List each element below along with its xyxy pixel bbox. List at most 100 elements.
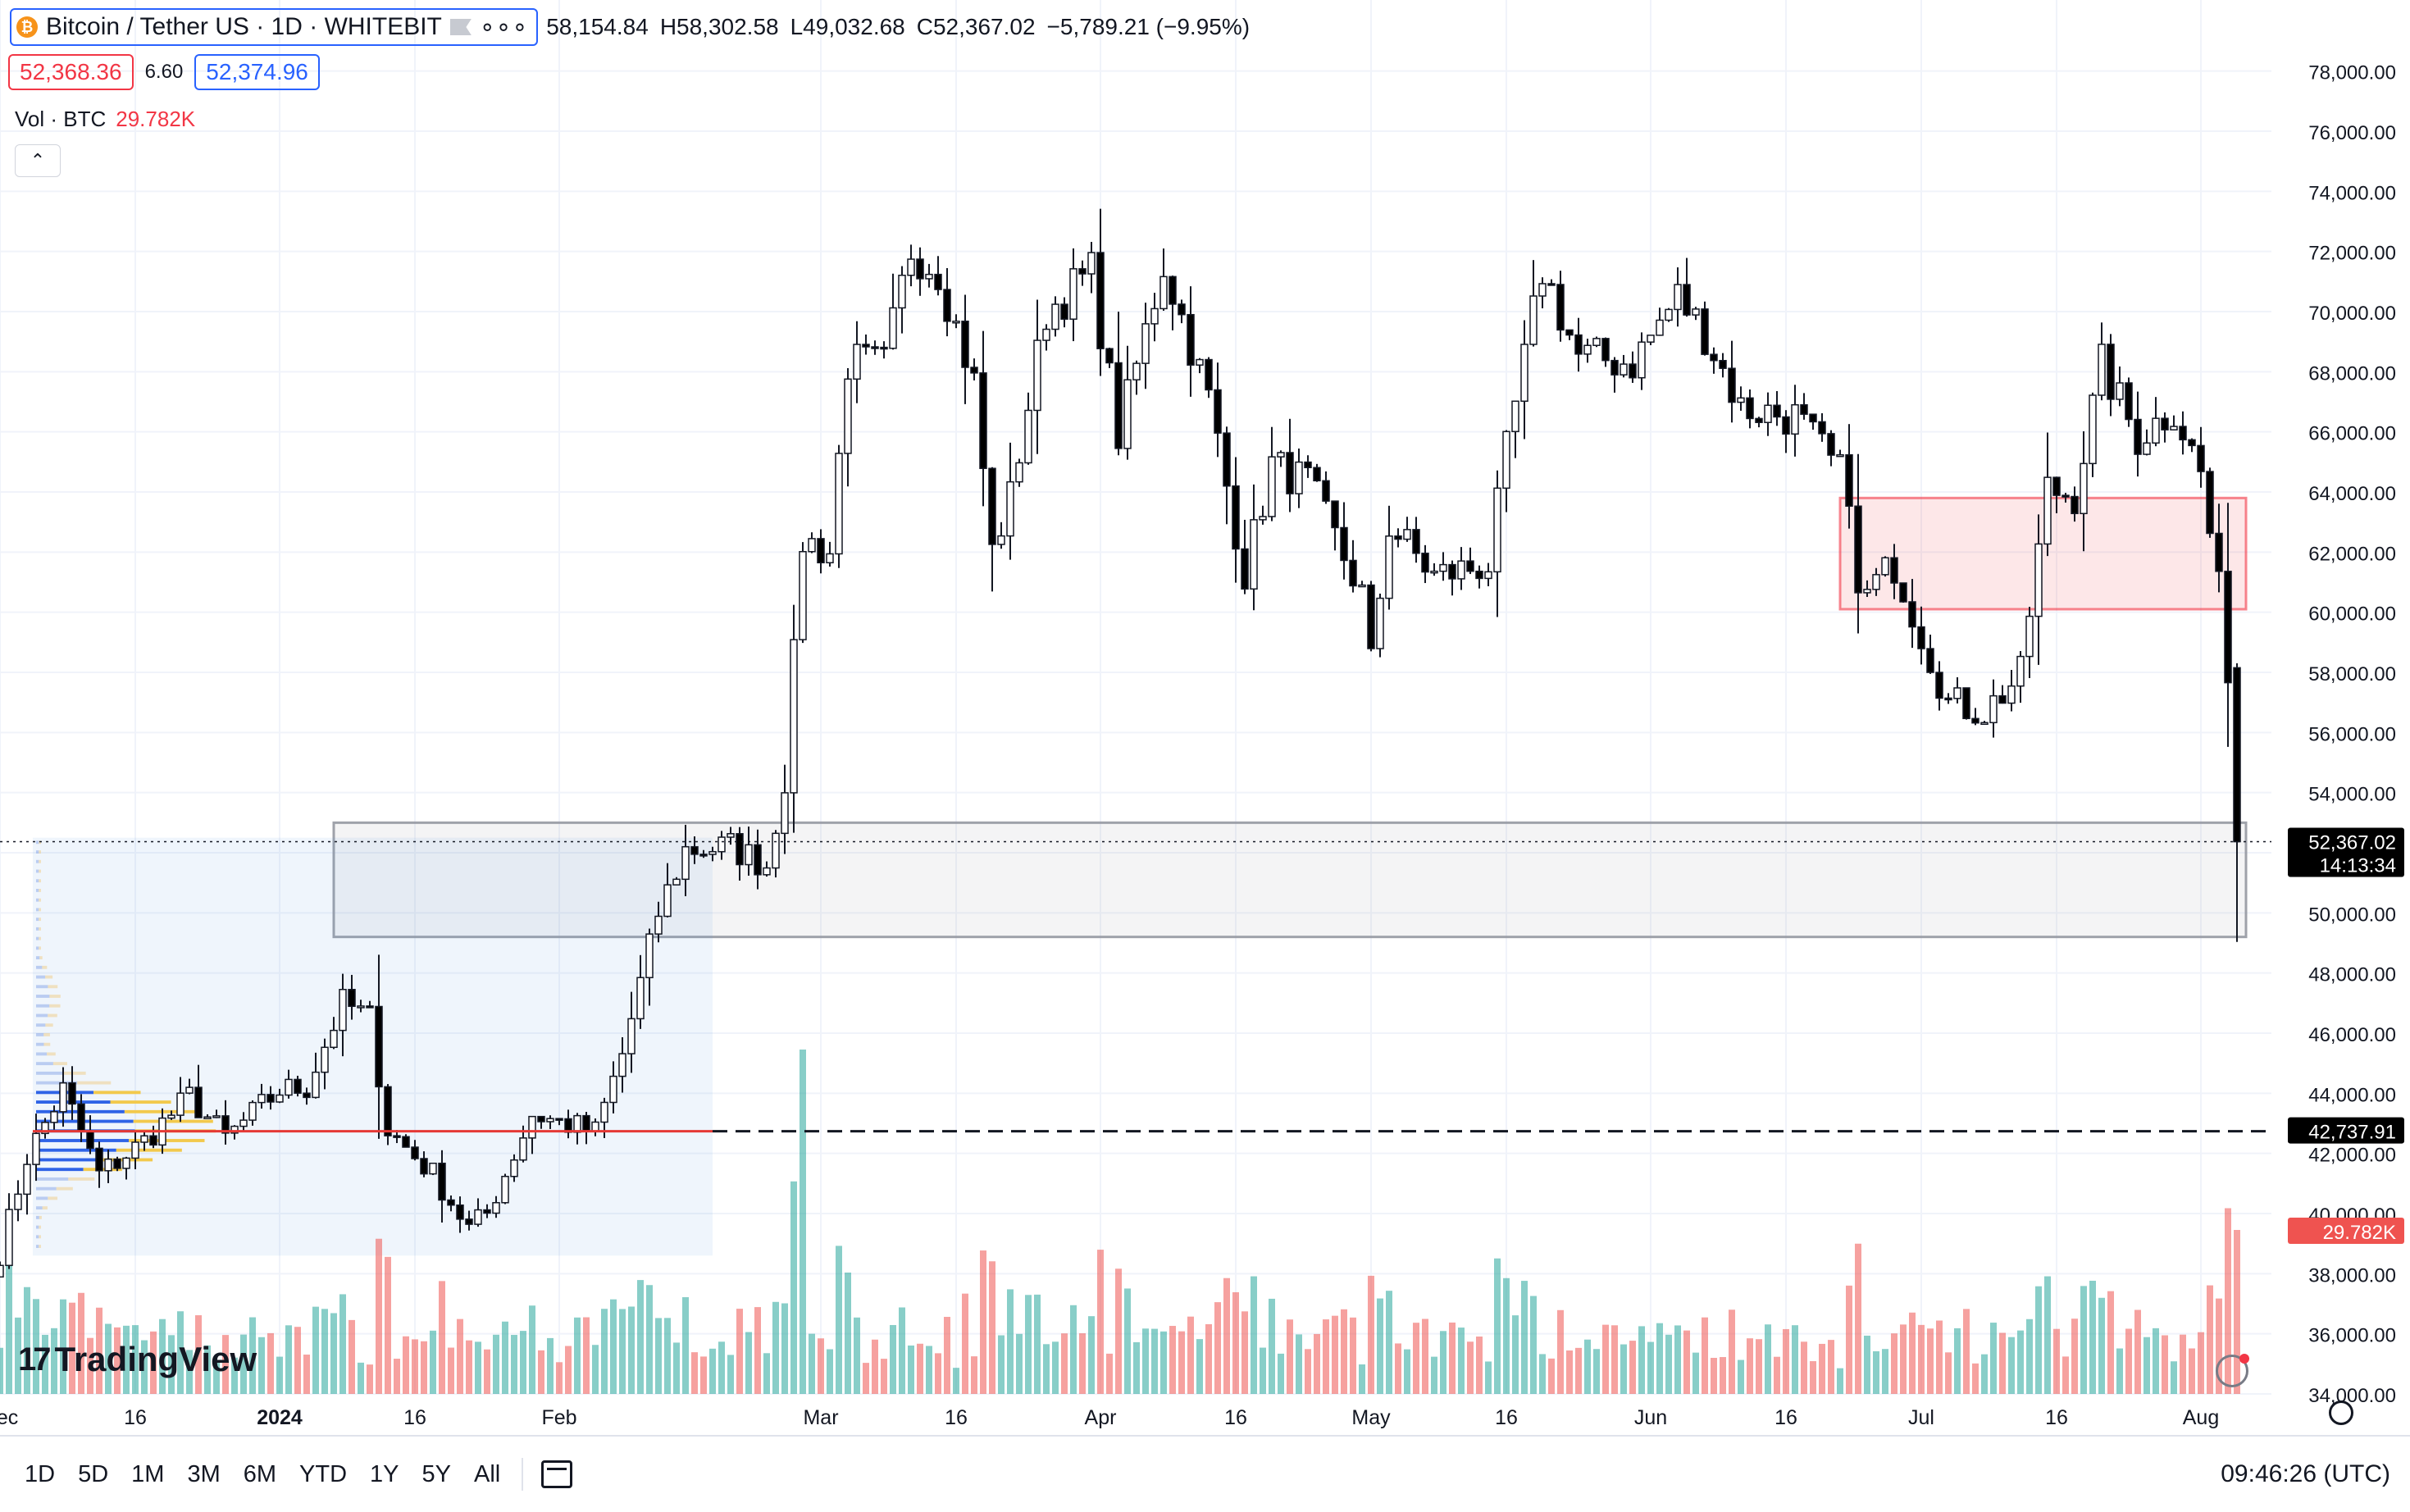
- candle: [1863, 589, 1871, 594]
- candle: [1629, 363, 1637, 379]
- volume-bar: [1900, 1324, 1907, 1394]
- volume-bar: [1720, 1357, 1726, 1394]
- profile-bar-sell: [116, 1148, 182, 1152]
- time-axis[interactable]: Dec 16 2024 16 Feb Mar 16 Apr 16 May 16 Jun 16 Jul 16 A…: [0, 1406, 2219, 1429]
- volume-bar: [2116, 1348, 2123, 1394]
- volume-bar: [872, 1339, 878, 1394]
- candle: [781, 792, 789, 835]
- candle: [1232, 485, 1240, 550]
- profile-bar-buy: [36, 1245, 39, 1248]
- price-axis[interactable]: 34,000.0036,000.0038,000.0040,000.0042,0…: [2288, 62, 2404, 1407]
- volume-bar: [592, 1345, 599, 1394]
- volume-bar: [1097, 1250, 1104, 1394]
- profile-bar-sell: [39, 869, 41, 873]
- current-price-label-box: [2288, 827, 2404, 877]
- profile-bar-sell: [68, 1177, 95, 1181]
- timeframe-5y[interactable]: 5Y: [421, 1460, 452, 1487]
- volume-bar: [1801, 1341, 1807, 1394]
- candle: [357, 1005, 365, 1009]
- timeframe-1d[interactable]: 1D: [25, 1460, 56, 1487]
- collapse-legend-button[interactable]: ⌃: [15, 144, 61, 177]
- resistance-zone: [1838, 496, 2248, 611]
- volume-bar: [195, 1315, 202, 1394]
- volume-bar: [2107, 1291, 2114, 1394]
- flag-icon[interactable]: [449, 19, 472, 35]
- candle: [1502, 430, 1510, 490]
- candle: [122, 1157, 130, 1169]
- volume-bar: [1160, 1331, 1167, 1394]
- sell-button[interactable]: 52,368.36: [8, 54, 134, 90]
- candle: [672, 878, 681, 886]
- volume-bar: [1692, 1352, 1699, 1394]
- candle: [826, 553, 834, 564]
- candle: [952, 321, 960, 324]
- timeframe-6m[interactable]: 6M: [243, 1460, 277, 1487]
- candle: [1827, 433, 1835, 456]
- candle: [1638, 341, 1646, 379]
- candle: [339, 989, 347, 1032]
- volume-bar: [1602, 1324, 1609, 1394]
- volume-bar: [628, 1306, 635, 1394]
- volume-value: 29.782K: [116, 107, 196, 131]
- price-tick-label: 64,000.00: [2308, 483, 2396, 505]
- timeframe-5d[interactable]: 5D: [78, 1460, 109, 1487]
- volume-bar: [1756, 1339, 1762, 1394]
- utc-clock[interactable]: 09:46:26 (UTC): [2221, 1460, 2390, 1487]
- profile-bar-buy: [36, 1081, 78, 1085]
- candle: [366, 1005, 374, 1009]
- volume-bar: [24, 1287, 30, 1394]
- volume-bar: [1214, 1302, 1221, 1394]
- candle: [772, 832, 780, 869]
- candle: [1899, 582, 1907, 603]
- volume-bar: [1052, 1341, 1059, 1394]
- symbol-selector[interactable]: ₿ Bitcoin / Tether US · 1D · WHITEBIT ∘∘…: [10, 8, 539, 46]
- candle: [239, 1119, 248, 1127]
- profile-bar-sell: [39, 889, 41, 892]
- volume-bar: [294, 1327, 301, 1394]
- candle: [113, 1158, 121, 1169]
- candle: [2161, 417, 2169, 430]
- volume-bar: [105, 1323, 112, 1394]
- timeframe-ytd[interactable]: YTD: [299, 1460, 348, 1487]
- candle: [528, 1115, 536, 1139]
- volume-bar: [1837, 1368, 1843, 1394]
- volume-bar: [890, 1324, 896, 1394]
- candle: [2016, 655, 2025, 687]
- profile-bar-sell: [129, 1139, 205, 1142]
- volume-bar: [917, 1343, 923, 1394]
- volume-bar: [330, 1313, 337, 1394]
- volume-bar: [339, 1294, 346, 1394]
- settings-icon[interactable]: [2329, 1400, 2353, 1425]
- volume-bar: [60, 1299, 66, 1394]
- volume-bar: [538, 1350, 544, 1394]
- candle: [1701, 308, 1709, 355]
- lightning-icon[interactable]: [2216, 1354, 2249, 1387]
- buy-button[interactable]: 52,374.96: [194, 54, 320, 90]
- volume-bar: [1765, 1324, 1771, 1394]
- volume-bar: [1936, 1320, 1943, 1394]
- candle: [1872, 574, 1880, 590]
- profile-bar-sell: [39, 1215, 42, 1219]
- calendar-icon[interactable]: [541, 1460, 573, 1488]
- profile-bar-sell: [43, 1042, 51, 1046]
- candle: [1196, 358, 1204, 366]
- timeframe-1y[interactable]: 1Y: [370, 1460, 399, 1487]
- candle: [1078, 268, 1087, 275]
- volume-profile-range: [33, 837, 713, 1256]
- volume-bar: [1864, 1335, 1870, 1394]
- candle: [1205, 358, 1213, 391]
- volume-bar: [1783, 1328, 1789, 1394]
- volume-bar: [1512, 1315, 1519, 1394]
- timeframe-all[interactable]: All: [474, 1460, 501, 1487]
- volume-bar: [1702, 1317, 1708, 1394]
- timeframe-3m[interactable]: 3M: [187, 1460, 221, 1487]
- profile-bar-sell: [39, 936, 41, 940]
- more-options-icon[interactable]: ∘∘∘: [479, 13, 529, 41]
- candle: [1583, 344, 1592, 355]
- volume-bar: [2026, 1318, 2033, 1394]
- timeframe-1m[interactable]: 1M: [131, 1460, 165, 1487]
- candle: [1746, 397, 1754, 420]
- profile-bar-sell: [39, 946, 41, 950]
- volume-bar: [646, 1285, 653, 1394]
